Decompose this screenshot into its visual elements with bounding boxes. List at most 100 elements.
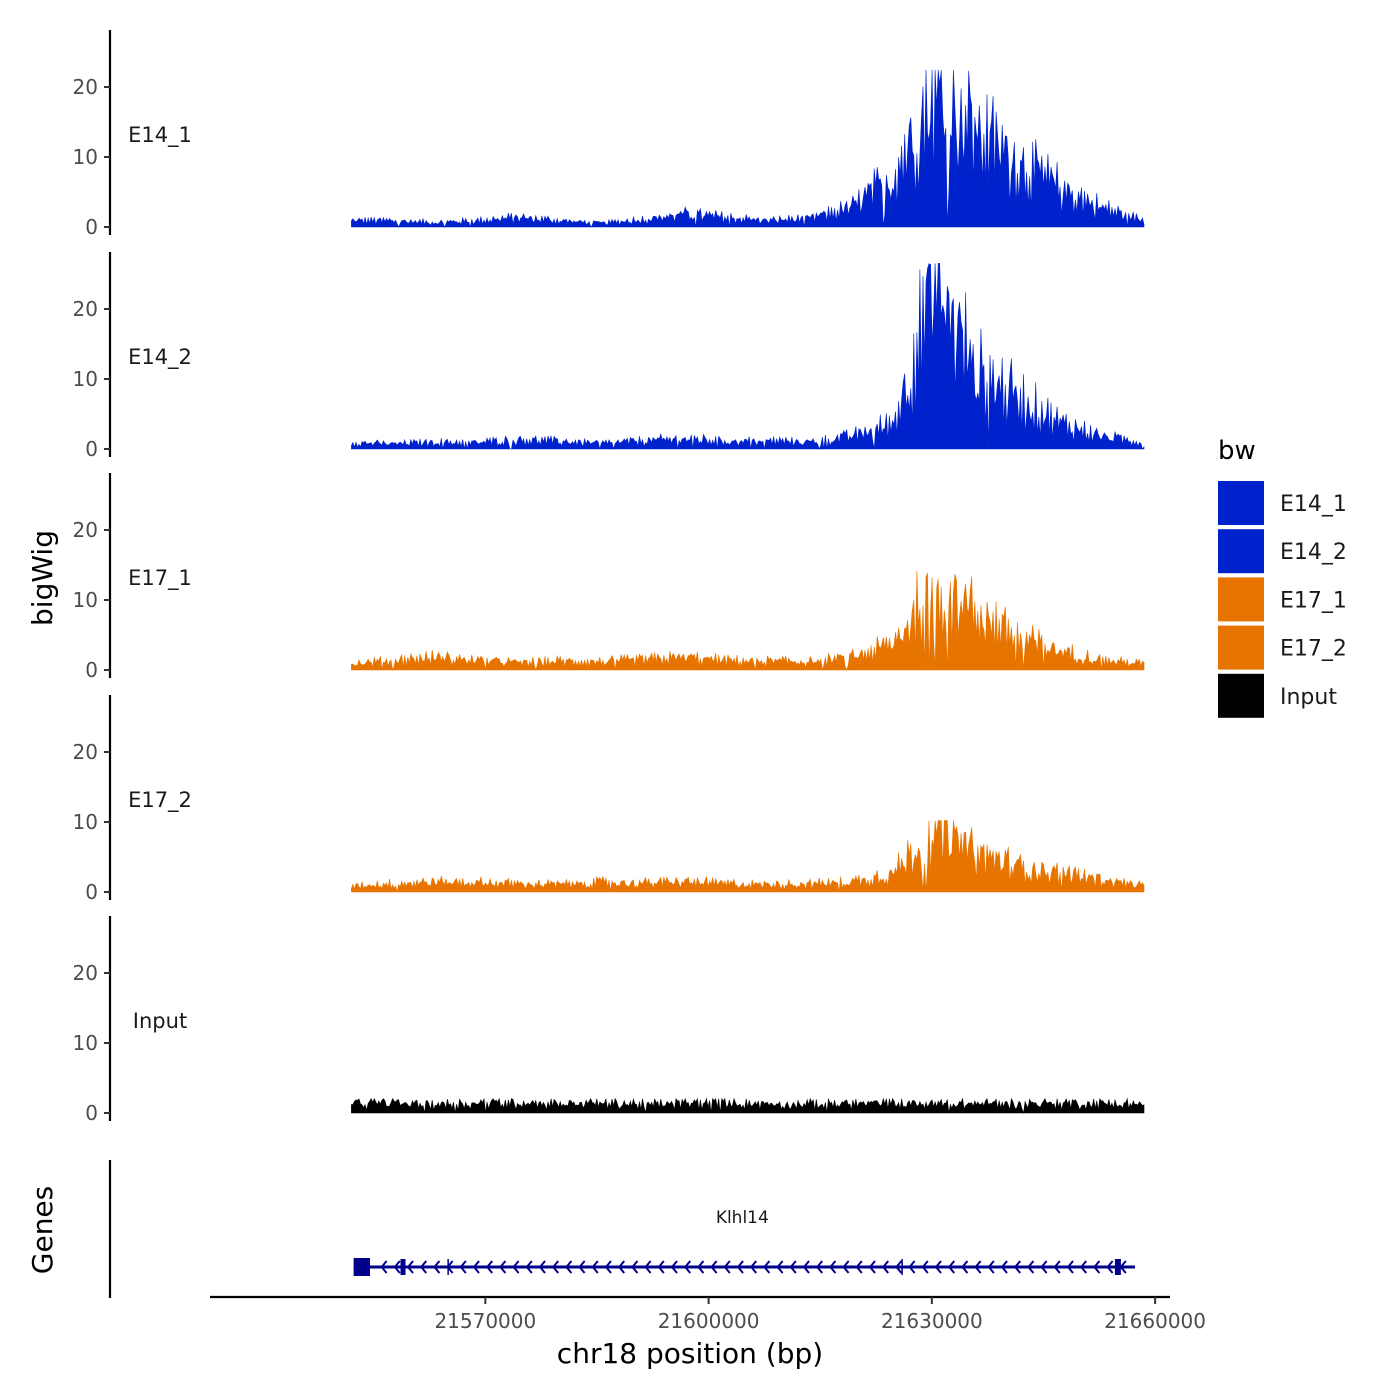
strand-arrow <box>604 1260 612 1274</box>
strand-arrow <box>921 1260 929 1274</box>
track-panel-Input: 0 10 20 Input <box>73 916 1145 1125</box>
strand-arrow <box>697 1260 705 1274</box>
y-tick-label: 20 <box>73 518 98 542</box>
coverage-area-E14_1 <box>351 69 1145 228</box>
legend-swatch-E14_1 <box>1218 481 1264 525</box>
y-tick-label: 0 <box>85 880 98 904</box>
y-tick-label: 0 <box>85 1101 98 1125</box>
strand-arrow <box>419 1260 427 1274</box>
strand-arrow <box>1106 1260 1114 1274</box>
track-label-Input: Input <box>133 1009 187 1033</box>
strand-arrow <box>538 1260 546 1274</box>
x-tick-label: 21660000 <box>1104 1309 1206 1333</box>
strand-arrow <box>657 1260 665 1274</box>
coverage-area-Input <box>351 1097 1145 1115</box>
y-tick-label: 0 <box>85 437 98 461</box>
y-tick-label: 10 <box>73 1031 98 1055</box>
strand-arrow <box>815 1260 823 1274</box>
strand-arrow <box>512 1260 520 1274</box>
track-panel-E14_2: 0 10 20 E14_2 <box>73 252 1145 461</box>
exon <box>400 1259 406 1275</box>
track-panel-E14_1: 0 10 20 E14_1 <box>73 30 1145 239</box>
strand-arrow <box>591 1260 599 1274</box>
strand-arrow <box>617 1260 625 1274</box>
y-tick-label: 10 <box>73 588 98 612</box>
strand-arrow <box>736 1260 744 1274</box>
strand-arrow <box>631 1260 639 1274</box>
x-tick-label: 21570000 <box>434 1309 536 1333</box>
strand-arrow <box>551 1260 559 1274</box>
track-label-E17_2: E17_2 <box>128 788 192 813</box>
legend-label-E14_1: E14_1 <box>1280 492 1347 517</box>
x-tick-label: 21600000 <box>658 1309 760 1333</box>
y-tick-label: 10 <box>73 367 98 391</box>
strand-arrow <box>855 1260 863 1274</box>
strand-arrow <box>789 1260 797 1274</box>
strand-arrow <box>380 1260 388 1274</box>
strand-arrow <box>763 1260 771 1274</box>
track-label-E14_2: E14_2 <box>128 345 192 370</box>
strand-arrow <box>776 1260 784 1274</box>
exon <box>1114 1259 1121 1275</box>
strand-arrow <box>1027 1260 1035 1274</box>
y-tick-label: 10 <box>73 810 98 834</box>
y-tick-label: 10 <box>73 145 98 169</box>
track-label-E17_1: E17_1 <box>128 566 192 591</box>
legend-swatch-Input <box>1218 673 1264 718</box>
legend-label-E17_2: E17_2 <box>1280 637 1347 662</box>
strand-arrow <box>947 1260 955 1274</box>
y-tick-label: 0 <box>85 658 98 682</box>
strand-arrow <box>974 1260 982 1274</box>
strand-arrow <box>406 1260 414 1274</box>
strand-arrow <box>1000 1260 1008 1274</box>
strand-arrow <box>881 1260 889 1274</box>
strand-arrow <box>1053 1260 1061 1274</box>
y-tick-label: 20 <box>73 297 98 321</box>
y-tick-label: 0 <box>85 215 98 239</box>
legend-swatch-E17_1 <box>1218 577 1264 622</box>
strand-arrow <box>895 1260 903 1274</box>
strand-arrow <box>842 1260 850 1274</box>
coverage-area-E14_2 <box>351 263 1145 451</box>
exon <box>353 1258 370 1276</box>
strand-arrow <box>1079 1260 1087 1274</box>
strand-arrow <box>934 1260 942 1274</box>
y-tick-label: 20 <box>73 740 98 764</box>
strand-arrow <box>710 1260 718 1274</box>
strand-arrow <box>987 1260 995 1274</box>
y-tick-label: 20 <box>73 75 98 99</box>
gene-label-Klhl14: Klhl14 <box>716 1208 769 1228</box>
track-label-E14_1: E14_1 <box>128 123 192 148</box>
strand-arrow <box>485 1260 493 1274</box>
strand-arrow <box>829 1260 837 1274</box>
legend: bw E14_1 E14_2 E17_1 E17_2 Input <box>1218 436 1347 718</box>
strand-arrow <box>908 1260 916 1274</box>
strand-arrow <box>723 1260 731 1274</box>
strand-arrow <box>868 1260 876 1274</box>
coverage-area-E17_2 <box>351 820 1145 893</box>
strand-arrow <box>1013 1260 1021 1274</box>
strand-arrow <box>644 1260 652 1274</box>
x-axis: 21570000 21600000 21630000 21660000 <box>210 1295 1206 1333</box>
strand-arrow <box>802 1260 810 1274</box>
strand-arrow <box>525 1260 533 1274</box>
strand-arrow <box>1040 1260 1048 1274</box>
coverage-area-E17_1 <box>351 570 1145 672</box>
strand-arrow <box>459 1260 467 1274</box>
y-tick-label: 20 <box>73 961 98 985</box>
strand-arrow <box>499 1260 507 1274</box>
strand-arrow <box>472 1260 480 1274</box>
strand-arrow <box>578 1260 586 1274</box>
strand-arrow <box>393 1260 401 1274</box>
strand-arrow <box>565 1260 573 1274</box>
gene-panel: Klhl14 <box>108 1160 1136 1298</box>
legend-label-E17_1: E17_1 <box>1280 588 1347 613</box>
legend-title: bw <box>1218 436 1256 466</box>
strand-arrow <box>1093 1260 1101 1274</box>
strand-arrow <box>683 1260 691 1274</box>
legend-swatch-E14_2 <box>1218 529 1264 574</box>
strand-arrow <box>749 1260 757 1274</box>
genes-axis-title: Genes <box>26 1186 59 1274</box>
